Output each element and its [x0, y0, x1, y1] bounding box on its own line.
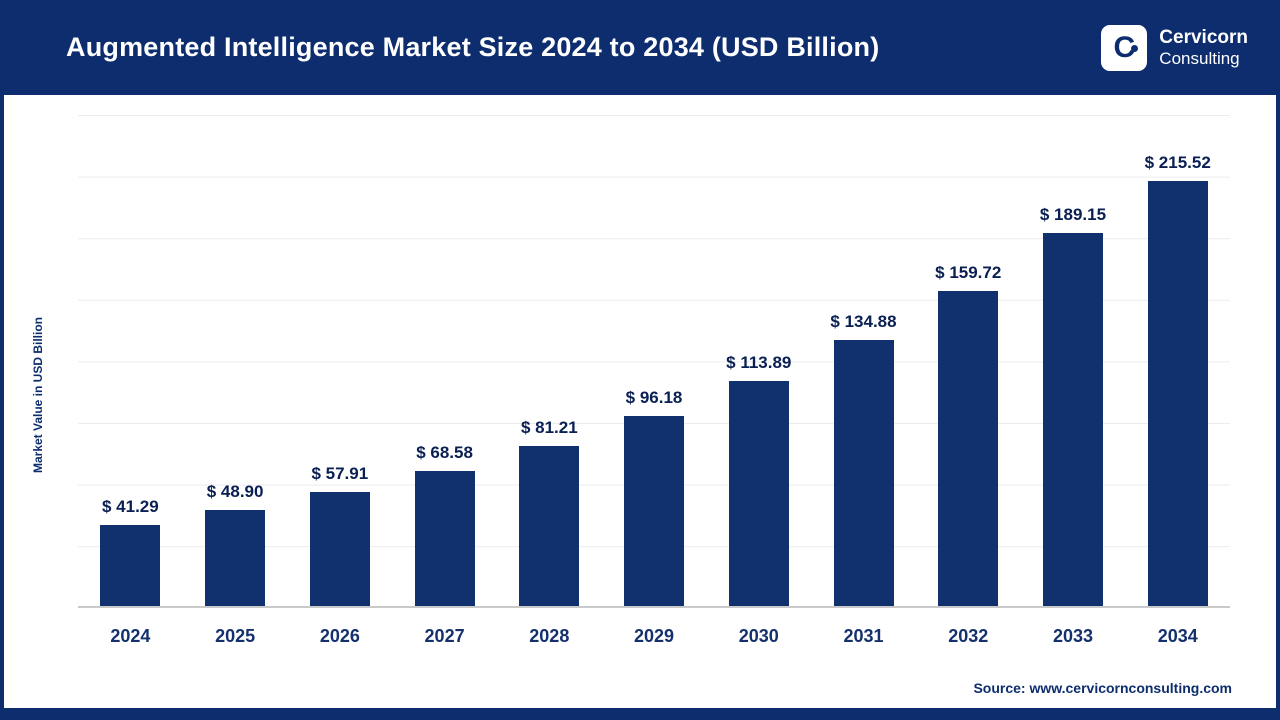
x-tick-label: 2030 [738, 626, 779, 646]
bar-column: $ 96.18 [602, 388, 707, 606]
bar-value-label: $ 81.21 [520, 417, 578, 437]
bar [728, 381, 789, 606]
header-bar: Augmented Intelligence Market Size 2024 … [4, 0, 1276, 95]
bar-value-label: $ 159.72 [935, 263, 1002, 283]
x-tick-label: 2024 [110, 626, 151, 646]
bar-column: $ 81.21 [497, 418, 602, 606]
bar-value-label: $ 189.15 [1039, 205, 1107, 224]
company-logo: C Cervicorn Consulting [1101, 24, 1248, 71]
bar [1042, 233, 1103, 606]
bar-column: $ 57.91 [287, 464, 392, 606]
bar-value-label: $ 215.52 [1144, 153, 1211, 172]
x-tick-label: 2028 [529, 626, 570, 646]
bar-column: $ 68.58 [392, 443, 497, 606]
bar [414, 470, 475, 606]
logo-company-name: Cervicorn [1159, 26, 1248, 48]
bar-value-label: $ 68.58 [416, 442, 473, 462]
bar-column: $ 215.52 [1125, 153, 1230, 606]
logo-mark-icon: C [1101, 24, 1148, 71]
bar [309, 491, 370, 606]
x-tick-label: 2032 [948, 626, 989, 646]
bar-chart: Market Value in USD Billion $ 41.29 $ 48.… [4, 95, 1276, 664]
bar [1147, 181, 1208, 606]
bar-column: $ 48.90 [183, 482, 288, 606]
source-note: Source: www.cervicornconsulting.com [973, 680, 1232, 696]
x-tick-label: 2033 [1052, 626, 1093, 646]
x-tick-label: 2029 [634, 626, 675, 646]
plot-area: $ 41.29 $ 48.90 $ 57.91 $ 68.58 $ 81.21 $ 96.… [78, 115, 1230, 608]
bar [519, 445, 580, 606]
x-tick-label: 2027 [424, 626, 465, 646]
y-axis-label: Market Value in USD Billion [31, 316, 45, 474]
bar [624, 416, 685, 606]
bar-column: $ 159.72 [916, 263, 1021, 606]
bar [100, 524, 161, 606]
page-title: Augmented Intelligence Market Size 2024 … [66, 32, 880, 62]
bar-value-label: $ 48.90 [206, 481, 264, 501]
x-tick-label: 2025 [215, 626, 256, 646]
bar-series: $ 41.29 $ 48.90 $ 57.91 $ 68.58 $ 81.21 $ 96.… [78, 115, 1230, 606]
bar-value-label: $ 96.18 [625, 388, 683, 408]
bar-value-label: $ 41.29 [102, 496, 159, 516]
bar-value-label: $ 134.88 [830, 312, 897, 332]
x-tick-label: 2034 [1157, 626, 1198, 646]
bar [938, 291, 999, 606]
bar [833, 340, 894, 606]
x-tick-label: 2031 [843, 626, 884, 646]
bar-value-label: $ 57.91 [311, 463, 369, 483]
logo-company-suffix: Consulting [1159, 48, 1240, 68]
x-axis: 2024 2025 2026 2027 2028 2029 2030 2031 2032 2033… [78, 608, 1230, 647]
x-tick-label: 2026 [319, 626, 360, 646]
bar-column: $ 113.89 [706, 353, 811, 606]
bar-column: $ 189.15 [1021, 205, 1126, 606]
bar-column: $ 134.88 [811, 312, 916, 606]
bar [205, 509, 266, 606]
bar-value-label: $ 113.89 [726, 353, 792, 373]
logo-text: Cervicorn Consulting [1159, 27, 1248, 68]
bar-column: $ 41.29 [78, 497, 183, 606]
